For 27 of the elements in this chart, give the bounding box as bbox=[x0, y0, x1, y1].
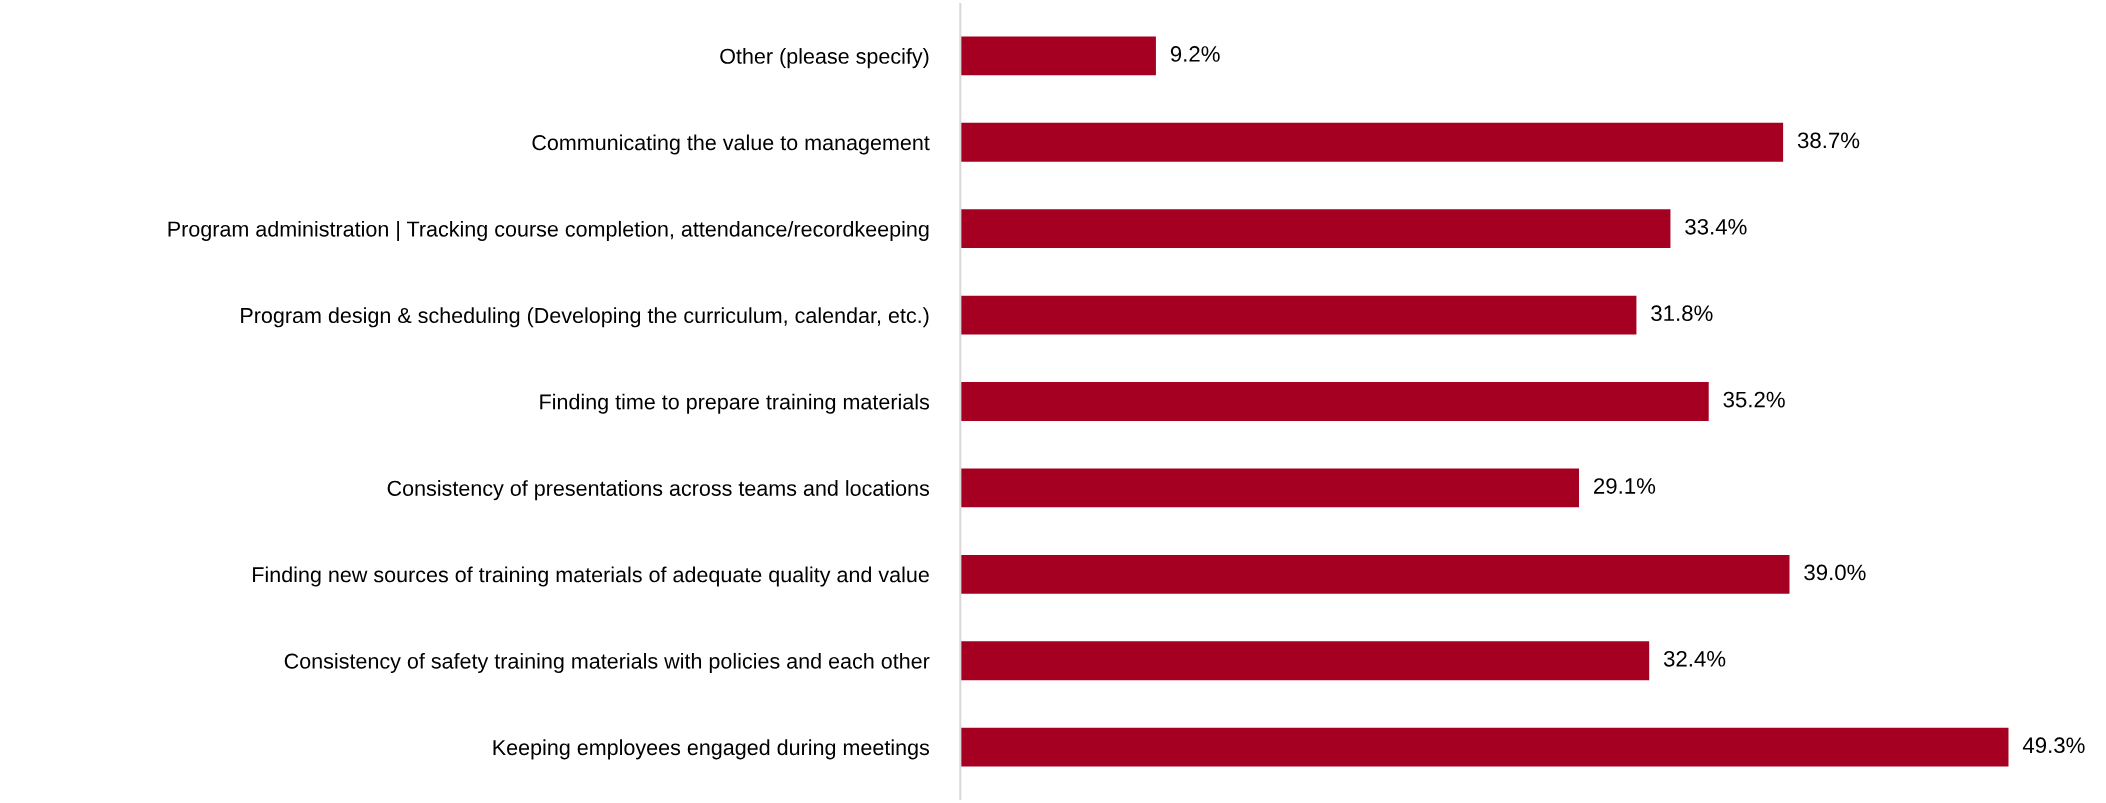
data-label: 39.0% bbox=[1804, 564, 1866, 581]
bar bbox=[960, 382, 1709, 421]
data-label: 49.3% bbox=[2022, 737, 2085, 754]
y-tick-label: Finding time to prepare training materials bbox=[540, 393, 930, 414]
bar bbox=[960, 554, 1790, 594]
bar bbox=[960, 641, 1650, 681]
bar bbox=[960, 727, 2009, 767]
y-tick-label: Consistency of safety training materials with policies and each other bbox=[284, 652, 930, 673]
y-tick-label: Program administration | Tracking course completion, attendance/recordkeeping bbox=[168, 220, 929, 242]
bar bbox=[960, 209, 1671, 249]
data-label: 9.2% bbox=[1170, 46, 1220, 62]
y-tick-label: Keeping employees engaged during meetings bbox=[493, 739, 930, 760]
data-label: 32.4% bbox=[1663, 650, 1726, 667]
y-tick-label: Finding new sources of training materials of adequate quality and value bbox=[253, 566, 929, 587]
data-label: 29.1% bbox=[1594, 478, 1656, 494]
data-label: 38.7% bbox=[1797, 132, 1860, 149]
bar bbox=[960, 122, 1784, 162]
data-label: 33.4% bbox=[1685, 218, 1747, 235]
bar bbox=[960, 295, 1637, 335]
data-label: 31.8% bbox=[1651, 305, 1713, 322]
data-label: 35.2% bbox=[1723, 391, 1785, 408]
bar bbox=[960, 36, 1156, 76]
y-tick-label: Other (please specify) bbox=[720, 48, 929, 69]
bar bbox=[960, 468, 1580, 508]
y-tick-label: Communicating the value to management bbox=[532, 134, 930, 155]
y-tick-label: Consistency of presentations across teams and locations bbox=[387, 480, 930, 501]
y-tick-label: Program design & scheduling (Developing the curriculum, calendar, etc.) bbox=[241, 307, 929, 328]
